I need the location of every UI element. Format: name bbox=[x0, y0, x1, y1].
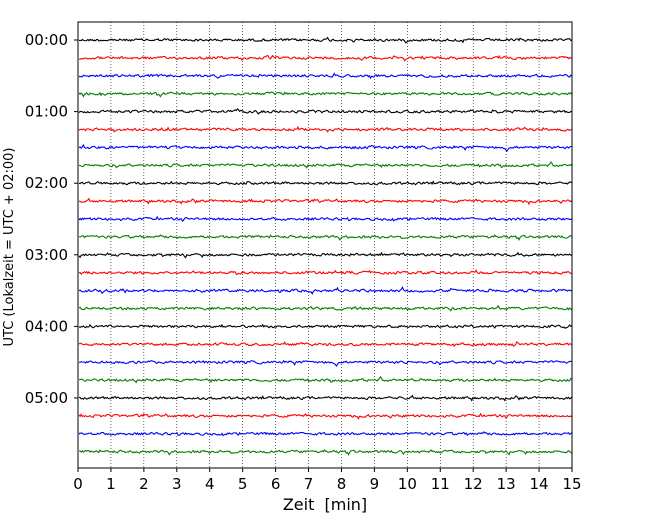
trace-line bbox=[78, 125, 572, 133]
y-tick-label: 03:00 bbox=[25, 246, 68, 264]
x-tick-label: 14 bbox=[530, 475, 549, 493]
trace-line bbox=[78, 251, 572, 259]
y-tick-label: 05:00 bbox=[25, 389, 68, 407]
trace-line bbox=[78, 341, 573, 348]
trace-line bbox=[78, 91, 573, 98]
x-tick-label: 7 bbox=[304, 475, 314, 493]
trace-line bbox=[78, 431, 573, 437]
x-tick-label: 2 bbox=[139, 475, 149, 493]
trace-line bbox=[78, 197, 573, 206]
x-tick-label: 11 bbox=[431, 475, 450, 493]
trace-line bbox=[78, 143, 572, 153]
trace-line bbox=[78, 269, 573, 276]
x-tick-label: 8 bbox=[337, 475, 347, 493]
trace-line bbox=[78, 394, 573, 402]
trace-line bbox=[78, 161, 573, 169]
traces bbox=[78, 36, 573, 456]
trace-line bbox=[78, 72, 573, 80]
x-axis: 0 1 2 3 4 5 6 7 8 9 10 11 12 13 14 15 bbox=[73, 468, 582, 493]
trace-line bbox=[78, 180, 572, 186]
x-tick-label: 12 bbox=[464, 475, 483, 493]
plot-background bbox=[78, 22, 572, 468]
vertical-grid bbox=[110, 22, 540, 468]
trace-line bbox=[78, 215, 572, 222]
trace-line bbox=[78, 36, 572, 44]
trace-line bbox=[78, 234, 573, 242]
trace-line bbox=[78, 359, 572, 367]
x-tick-label: 15 bbox=[562, 475, 581, 493]
trace-line bbox=[78, 304, 573, 312]
plot-frame bbox=[77, 21, 573, 469]
x-tick-label: 13 bbox=[497, 475, 516, 493]
x-tick-label: 6 bbox=[271, 475, 281, 493]
trace-line bbox=[78, 107, 572, 115]
trace-line bbox=[78, 412, 573, 421]
trace-line bbox=[78, 286, 572, 295]
y-axis-label: UTC (Lokalzeit = UTC + 02:00) bbox=[2, 148, 17, 347]
x-tick-label: 5 bbox=[238, 475, 248, 493]
x-tick-label: 1 bbox=[106, 475, 116, 493]
y-tick-label: 02:00 bbox=[25, 174, 68, 192]
y-tick-label: 01:00 bbox=[25, 103, 68, 121]
trace-line bbox=[78, 54, 573, 62]
x-tick-label: 0 bbox=[73, 475, 83, 493]
trace-line bbox=[78, 448, 572, 456]
x-tick-label: 9 bbox=[370, 475, 380, 493]
y-axis: 00:00 01:00 02:00 03:00 04:00 05:00 bbox=[25, 31, 78, 407]
x-tick-label: 10 bbox=[398, 475, 417, 493]
y-tick-label: 00:00 bbox=[25, 31, 68, 49]
trace-line bbox=[78, 323, 573, 330]
trace-line bbox=[78, 375, 572, 384]
x-tick-label: 3 bbox=[172, 475, 182, 493]
y-tick-label: 04:00 bbox=[25, 317, 68, 335]
x-axis-label: Zeit [min] bbox=[283, 495, 367, 514]
x-tick-label: 4 bbox=[205, 475, 215, 493]
